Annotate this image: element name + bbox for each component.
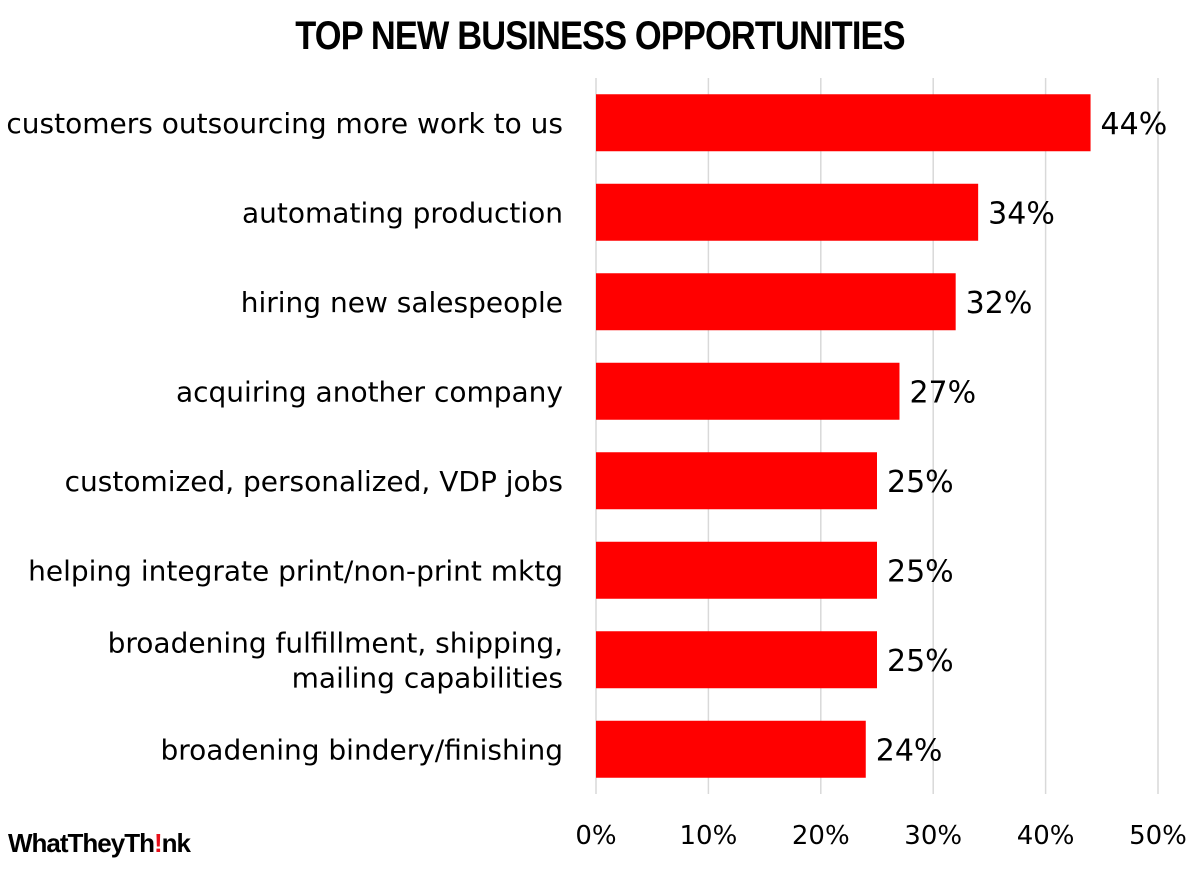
bar (596, 362, 900, 420)
x-tick-label: 50% (1129, 821, 1187, 851)
bar (596, 273, 956, 331)
data-label: 27% (909, 375, 976, 410)
category-label: hiring new salespeople (241, 286, 563, 319)
x-tick-label: 10% (680, 821, 738, 851)
bar (596, 94, 1091, 152)
category-label: acquiring another company (176, 375, 563, 408)
category-label: helping integrate print/non-print mktg (28, 554, 563, 587)
category-label: customized, personalized, VDP jobs (65, 465, 563, 498)
bar (596, 541, 877, 599)
logo-text-prefix: WhatTheyTh (8, 828, 155, 858)
data-label: 25% (887, 644, 954, 679)
category-label: broadening bindery/finishing (160, 733, 563, 766)
bar (596, 720, 866, 778)
bar (596, 183, 979, 241)
logo-bang: ! (154, 828, 163, 858)
data-label: 24% (876, 733, 943, 768)
logo-text-suffix: nk (161, 828, 191, 858)
x-tick-label: 30% (904, 821, 962, 851)
category-label: mailing capabilities (292, 661, 563, 694)
category-label: broadening fulfillment, shipping, (108, 626, 563, 659)
bar (596, 452, 877, 510)
data-label: 32% (966, 286, 1033, 321)
data-label: 25% (887, 554, 954, 589)
data-label: 34% (988, 196, 1055, 231)
x-tick-label: 0% (575, 821, 616, 851)
category-label: automating production (242, 196, 563, 229)
category-label: customers outsourcing more work to us (6, 107, 563, 140)
bar (596, 631, 877, 689)
x-tick-label: 40% (1017, 821, 1075, 851)
chart-title: TOP NEW BUSINESS OPPORTUNITIES (295, 14, 905, 58)
data-label: 25% (887, 465, 954, 500)
x-tick-label: 20% (792, 821, 850, 851)
data-label: 44% (1101, 107, 1168, 142)
whattheythink-logo: WhatTheyTh!nk (8, 828, 191, 859)
